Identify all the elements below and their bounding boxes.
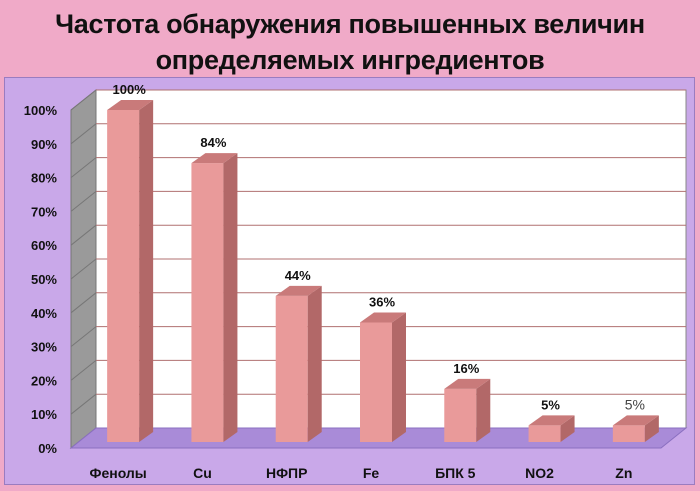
bar-top [360, 312, 406, 323]
data-label: 84% [200, 135, 226, 150]
gridline-side [70, 89, 97, 111]
gridline-side [70, 191, 97, 212]
bar-top [275, 285, 322, 296]
slide-title: Частота обнаружения повышенных величин о… [0, 6, 700, 78]
bar-side [392, 312, 406, 442]
y-tick-label: 0% [38, 441, 57, 456]
y-tick-label: 50% [31, 272, 57, 287]
y-tick-label: 100% [24, 103, 58, 118]
bar-front [107, 110, 140, 442]
y-tick-label: 40% [31, 306, 57, 321]
category-label: НФПР [266, 465, 307, 481]
y-tick-label: 80% [31, 171, 57, 186]
bar-front [612, 425, 645, 442]
bar-front [444, 388, 477, 442]
bar-top [444, 378, 491, 389]
category-label: Zn [615, 465, 632, 481]
data-label: 36% [369, 294, 395, 309]
category-label: Fe [363, 465, 380, 481]
category-label: Cu [193, 465, 212, 481]
bar-top [107, 100, 154, 110]
gridline-side [70, 360, 97, 381]
category-label: БПК 5 [435, 465, 476, 481]
bar-top [191, 153, 238, 164]
bar-front [360, 322, 392, 442]
bar-side [307, 285, 322, 442]
bar-side [476, 378, 491, 442]
bar-front [191, 163, 224, 442]
category-label: Фенолы [90, 465, 147, 481]
y-tick-label: 20% [31, 373, 57, 388]
gridline-side [70, 157, 97, 178]
category-label: NO2 [525, 465, 554, 481]
gridline-side [70, 224, 97, 246]
bar-front [275, 295, 308, 442]
y-tick-label: 70% [31, 204, 57, 219]
y-tick-label: 30% [31, 340, 57, 355]
bar-chart: 0% 10% 20% 30% 40% 50% 60% 70% 80% 90% 100% 100% Фен… [24, 82, 688, 481]
slide-title-line-1: Частота обнаружения повышенных величин [55, 9, 645, 39]
data-label: 44% [285, 268, 311, 283]
y-tick-label: 10% [31, 407, 57, 422]
chart-panel: 0% 10% 20% 30% 40% 50% 60% 70% 80% 90% 100% 100% Фен… [4, 77, 695, 485]
gridline-side [70, 258, 97, 280]
bar-front [528, 425, 561, 442]
y-tick-label: 90% [31, 137, 57, 152]
slide-title-line-2: определяемых ингредиентов [155, 45, 545, 75]
bar-top [612, 415, 659, 426]
gridline-side [70, 326, 97, 347]
gridline-side [70, 123, 97, 145]
gridline-side [70, 292, 97, 314]
gridline-side [70, 393, 97, 415]
data-label: 100% [113, 82, 147, 97]
bar-side [223, 153, 238, 442]
data-label: 5% [625, 396, 645, 412]
data-label: 16% [453, 361, 479, 376]
bar-top [528, 415, 575, 426]
bar-side [644, 415, 659, 442]
data-label: 5% [541, 397, 560, 412]
y-tick-label: 60% [31, 238, 57, 253]
bar-side [560, 415, 575, 442]
bar-side [139, 100, 154, 442]
